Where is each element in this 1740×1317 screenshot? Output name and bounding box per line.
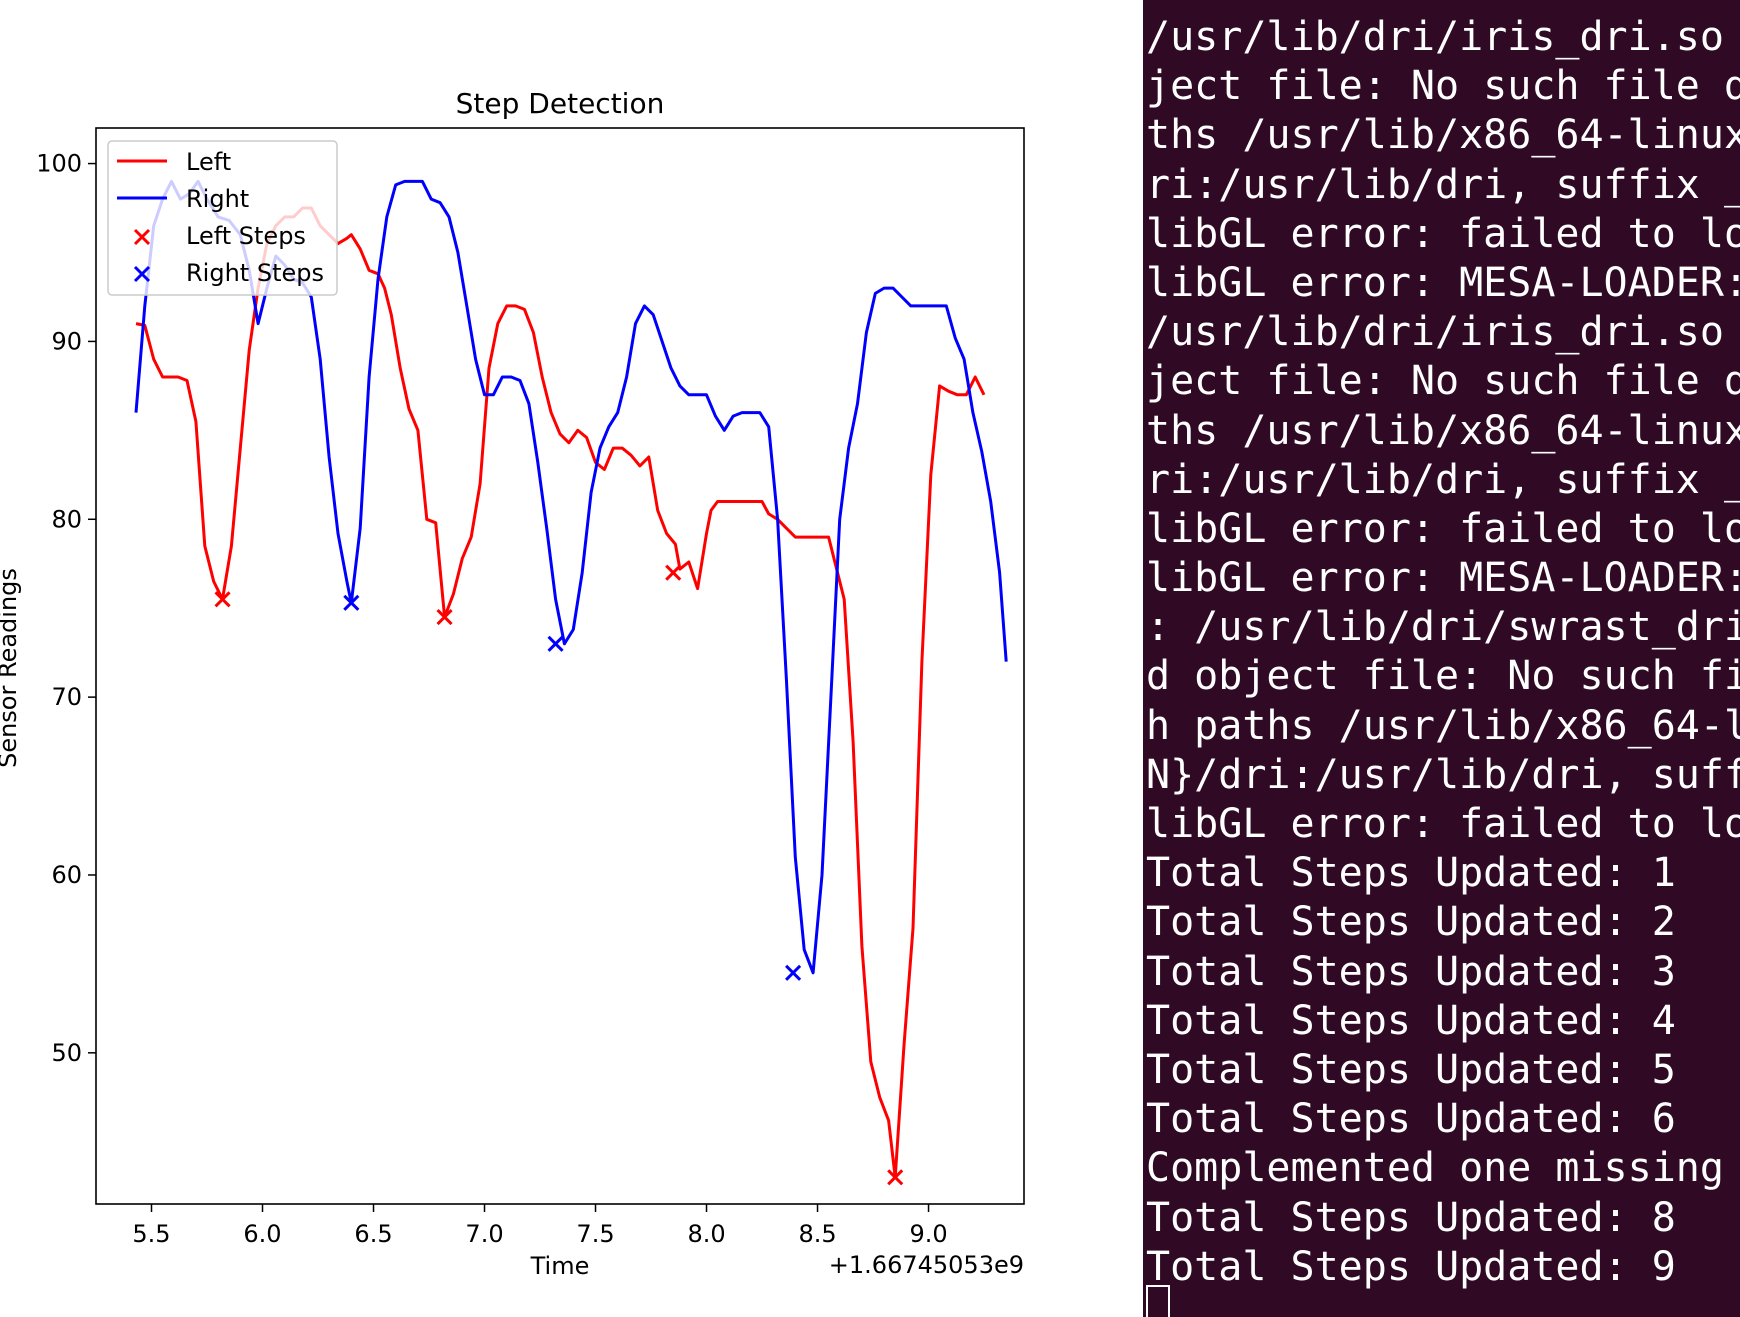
x-tick-label: 5.5 [132, 1220, 170, 1248]
x-tick-label: 9.0 [909, 1220, 947, 1248]
y-tick-label: 90 [51, 327, 82, 355]
terminal-line: h paths /usr/lib/x86_64-l [1146, 702, 1740, 749]
terminal-cursor [1146, 1285, 1170, 1317]
left-steps-marker [665, 564, 682, 581]
terminal-line: Complemented one missing [1146, 1145, 1724, 1192]
terminal-line: libGL error: MESA-LOADER: [1146, 259, 1740, 306]
legend-label-right-steps: Right Steps [186, 259, 324, 287]
terminal-line: Total Steps Updated: 3 [1146, 948, 1676, 995]
terminal-line: ject file: No such file d [1146, 358, 1740, 405]
terminal-line: ject file: No such file d [1146, 63, 1740, 110]
terminal-line: libGL error: failed to lo [1146, 801, 1740, 847]
terminal-line: libGL error: failed to lo [1146, 505, 1740, 552]
y-tick-label: 70 [51, 683, 82, 711]
legend-label-right: Right [186, 185, 249, 213]
terminal-line: Total Steps Updated: 4 [1146, 997, 1676, 1044]
terminal-line: ths /usr/lib/x86_64-linux [1146, 407, 1740, 454]
terminal-line: N}/dri:/usr/lib/dri, suff [1146, 751, 1740, 798]
chart-title: Step Detection [456, 87, 665, 120]
step-detection-chart: 5.5 6.0 6.5 7.0 7.5 8.0 8.5 9.0 50 60 70 80 90 100 St… [0, 87, 1025, 1280]
terminal-output: /usr/lib/dri/iris_dri.so ject file: No su… [1146, 13, 1740, 1292]
y-axis-label: Sensor Readings [0, 568, 22, 768]
x-tick-label: 8.5 [798, 1220, 836, 1248]
left-steps-marker [436, 609, 453, 626]
legend-box [107, 140, 338, 296]
terminal-line: ths /usr/lib/x86_64-linux [1146, 112, 1740, 159]
right-steps-marker-stroke-b [785, 964, 802, 981]
right-steps-marker-stroke-b [547, 635, 564, 652]
terminal-line: Total Steps Updated: 9 [1146, 1243, 1676, 1290]
right-steps-marker [547, 635, 564, 652]
x-offset-label: +1.66745053e9 [829, 1251, 1024, 1279]
chart-legend: Left Right Left Steps Right Steps [107, 140, 338, 296]
legend-swatch-left-steps-stroke-b [133, 228, 151, 246]
series-line-right [134, 179, 1008, 975]
x-tick-label: 7.0 [465, 1220, 503, 1248]
terminal-line: Total Steps Updated: 6 [1146, 1096, 1676, 1143]
legend-swatch-right-steps-stroke-b [133, 265, 151, 283]
terminal-line: /usr/lib/dri/iris_dri.so [1146, 309, 1724, 356]
left-steps-marker [887, 1169, 904, 1186]
right-steps-marker-stroke-b [343, 594, 360, 611]
series-line-left [135, 206, 986, 1179]
y-tick-label: 100 [36, 150, 82, 178]
x-axis-label: Time [530, 1252, 590, 1280]
terminal-line: Total Steps Updated: 1 [1146, 850, 1676, 897]
terminal-line: : /usr/lib/dri/swrast_dri [1146, 604, 1740, 651]
terminal-window[interactable]: /usr/lib/dri/iris_dri.so ject file: No su… [1143, 0, 1740, 1317]
y-tick-label: 50 [51, 1039, 82, 1067]
right-steps-marker [343, 594, 360, 611]
terminal-line: Total Steps Updated: 8 [1146, 1194, 1676, 1241]
terminal-line: libGL error: failed to lo [1146, 210, 1740, 257]
x-tick-label: 7.5 [576, 1220, 614, 1248]
x-tick-label: 6.5 [354, 1220, 392, 1248]
x-tick-label: 8.0 [687, 1220, 725, 1248]
terminal-line: Total Steps Updated: 5 [1146, 1046, 1676, 1093]
left-steps-marker-stroke-b [214, 591, 231, 608]
left-steps-marker-stroke-b [665, 564, 682, 581]
terminal-line: libGL error: MESA-LOADER: [1146, 555, 1740, 602]
left-steps-marker-stroke-b [436, 609, 453, 626]
terminal-line: ri:/usr/lib/dri, suffix _ [1146, 456, 1740, 503]
legend-label-left-steps: Left Steps [186, 222, 306, 250]
y-tick-label: 80 [51, 505, 82, 533]
legend-swatch-right-steps [133, 265, 151, 283]
legend-swatch-left-steps [133, 228, 151, 246]
terminal-line: ri:/usr/lib/dri, suffix _ [1146, 161, 1740, 208]
terminal-line: d object file: No such fi [1146, 653, 1740, 700]
right-steps-marker [785, 964, 802, 981]
left-steps-marker [214, 591, 231, 608]
plot-window: 5.5 6.0 6.5 7.0 7.5 8.0 8.5 9.0 50 60 70 80 90 100 St… [0, 87, 1025, 1280]
terminal-line: /usr/lib/dri/iris_dri.so [1146, 14, 1724, 60]
terminal-line: Total Steps Updated: 2 [1146, 899, 1676, 946]
legend-label-left: Left [186, 148, 231, 176]
left-steps-marker-stroke-b [887, 1169, 904, 1186]
axes-frame [95, 127, 1025, 1205]
x-tick-label: 6.0 [243, 1220, 281, 1248]
y-tick-label: 60 [51, 861, 82, 889]
